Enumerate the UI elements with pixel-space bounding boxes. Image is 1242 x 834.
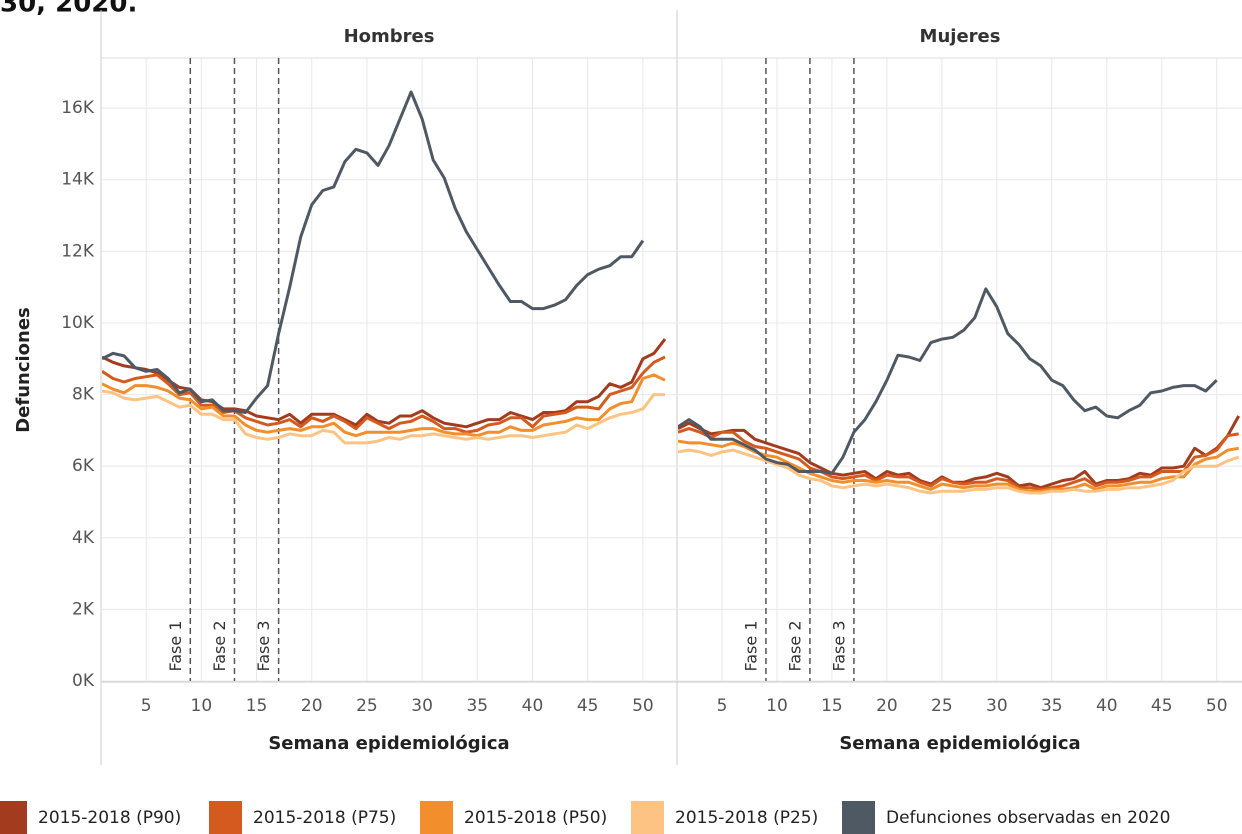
x-tick-label: 5 — [141, 696, 152, 716]
series-line — [678, 448, 1240, 495]
y-tick-label: 12K — [61, 241, 95, 261]
y-tick-label: 10K — [61, 313, 95, 333]
series-line — [678, 287, 1218, 475]
x-tick-label: 50 — [1206, 696, 1228, 716]
series-line — [678, 439, 1239, 493]
legend-label: Defunciones observadas en 2020 — [886, 808, 1170, 828]
lines — [102, 90, 667, 445]
series-line — [102, 90, 645, 414]
legend-swatch — [209, 801, 242, 834]
y-axis-label: Defunciones — [13, 307, 34, 433]
series-line — [678, 427, 1239, 491]
x-tick-label: 20 — [876, 696, 898, 716]
y-tick-label: 0K — [72, 671, 95, 691]
x-tick-label: 25 — [931, 696, 953, 716]
x-tick-label: 40 — [522, 696, 544, 716]
phase-label: Fase 1 — [166, 621, 185, 672]
phase-label: Fase 3 — [829, 621, 848, 672]
x-tick-label: 15 — [821, 696, 843, 716]
series-line — [102, 373, 666, 438]
x-tick-label: 35 — [1041, 696, 1063, 716]
series-line — [102, 389, 665, 445]
phase-label: Fase 2 — [210, 621, 229, 672]
x-tick-label: 45 — [1151, 696, 1173, 716]
y-tick-label: 4K — [72, 528, 95, 548]
legend-label: 2015-2018 (P90) — [38, 808, 181, 828]
x-tick-label: 30 — [411, 696, 433, 716]
y-tick-label: 2K — [72, 599, 95, 619]
x-axis-label: Semana epidemiológica — [268, 733, 509, 754]
header-fragment: 30, 2020. — [0, 0, 137, 19]
x-tick-label: 5 — [717, 696, 728, 716]
legend-label: 2015-2018 (P75) — [253, 808, 396, 828]
x-tick-label: 10 — [191, 696, 213, 716]
x-tick-label: 10 — [766, 696, 788, 716]
lines — [678, 287, 1241, 495]
x-tick-label: 50 — [632, 696, 654, 716]
legend-swatch — [0, 801, 27, 834]
x-tick-label: 45 — [577, 696, 599, 716]
y-tick-label: 16K — [61, 98, 95, 118]
legend-label: 2015-2018 (P25) — [675, 808, 818, 828]
x-tick-label: 20 — [301, 696, 323, 716]
series-line — [102, 355, 666, 434]
phase-label: Fase 3 — [254, 621, 273, 672]
phase-label: Fase 2 — [785, 621, 804, 672]
legend-label: 2015-2018 (P50) — [464, 808, 607, 828]
legend-swatch — [842, 801, 875, 834]
panel-title: Hombres — [344, 26, 435, 47]
series-line — [678, 415, 1241, 490]
x-tick-label: 40 — [1096, 696, 1118, 716]
y-tick-label: 6K — [72, 456, 95, 476]
x-tick-label: 35 — [466, 696, 488, 716]
x-tick-label: 30 — [986, 696, 1008, 716]
y-tick-label: 8K — [72, 385, 95, 405]
phase-label: Fase 1 — [741, 621, 760, 672]
legend-swatch — [420, 801, 453, 834]
x-axis-label: Semana epidemiológica — [839, 733, 1080, 754]
x-tick-label: 15 — [246, 696, 268, 716]
series-line — [102, 338, 667, 429]
legend-swatch — [631, 801, 664, 834]
y-tick-label: 14K — [61, 170, 95, 190]
panel-title: Mujeres — [920, 26, 1001, 47]
x-tick-label: 25 — [356, 696, 378, 716]
